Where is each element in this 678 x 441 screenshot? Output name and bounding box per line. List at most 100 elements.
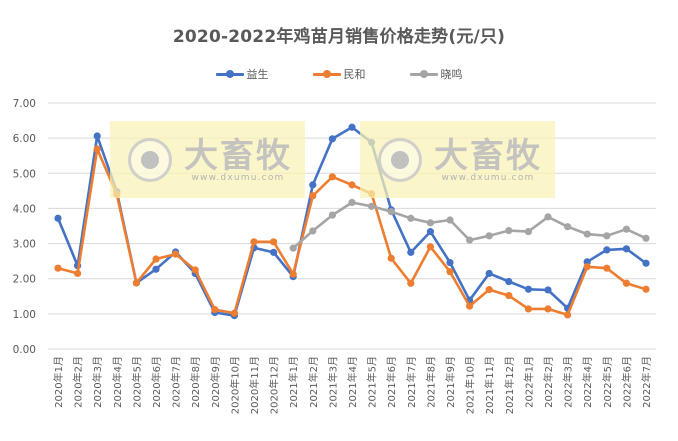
data-point-marker[interactable]: [524, 285, 533, 293]
data-point-marker[interactable]: [583, 230, 591, 238]
data-point-marker[interactable]: [446, 268, 454, 276]
data-point-marker[interactable]: [407, 248, 415, 256]
data-point-marker[interactable]: [426, 228, 434, 236]
data-point-marker[interactable]: [93, 132, 101, 140]
data-point-marker[interactable]: [524, 228, 533, 236]
data-point-marker[interactable]: [485, 232, 493, 240]
x-tick-label: 2020年1月: [52, 356, 65, 408]
data-point-marker[interactable]: [387, 254, 395, 262]
data-point-marker[interactable]: [309, 181, 317, 189]
legend-item-xiaoming[interactable]: 晓鸣: [409, 66, 463, 82]
data-point-marker[interactable]: [289, 270, 297, 278]
data-point-marker[interactable]: [387, 207, 395, 216]
data-point-marker[interactable]: [524, 305, 533, 313]
data-point-marker[interactable]: [466, 302, 474, 310]
data-point-marker[interactable]: [446, 216, 454, 224]
data-point-marker[interactable]: [426, 219, 434, 227]
data-point-marker[interactable]: [348, 181, 356, 189]
data-point-marker[interactable]: [544, 286, 552, 294]
data-point-marker[interactable]: [466, 236, 474, 244]
data-point-marker[interactable]: [191, 266, 199, 274]
x-tick-label: 2022年1月: [522, 356, 535, 408]
data-point-marker[interactable]: [622, 279, 631, 287]
data-point-marker[interactable]: [485, 269, 493, 278]
x-tick-label: 2021年3月: [326, 356, 339, 408]
data-point-marker[interactable]: [544, 213, 552, 221]
data-point-marker[interactable]: [642, 234, 650, 242]
data-point-marker[interactable]: [426, 243, 434, 251]
series-民和: [54, 145, 650, 319]
data-point-marker[interactable]: [74, 269, 82, 278]
x-tick-label: 2022年2月: [542, 356, 555, 408]
data-point-marker[interactable]: [270, 248, 278, 256]
data-point-marker[interactable]: [250, 238, 258, 246]
data-point-marker[interactable]: [270, 238, 278, 246]
data-point-marker[interactable]: [642, 259, 650, 267]
data-point-marker[interactable]: [368, 138, 376, 146]
data-point-marker[interactable]: [505, 277, 513, 286]
data-point-marker[interactable]: [328, 173, 336, 181]
data-point-marker[interactable]: [328, 135, 336, 143]
x-axis: 2020年1月 2020年2月 2020年3月 2020年4月 2020年5月 2020年…: [52, 356, 653, 414]
data-point-marker[interactable]: [289, 244, 297, 252]
data-point-marker[interactable]: [309, 192, 317, 200]
series-益生: [54, 123, 650, 320]
data-point-marker[interactable]: [622, 225, 631, 233]
y-tick-label: 7.00: [13, 98, 36, 110]
y-axis: 0.00 1.00 2.00 3.00 4.00 5.00 6.00 7.00: [13, 98, 36, 356]
series-晓鸣: [289, 198, 650, 252]
data-point-marker[interactable]: [132, 279, 140, 287]
legend-item-minhe[interactable]: 民和: [312, 66, 366, 82]
data-point-marker[interactable]: [583, 258, 591, 266]
y-tick-label: 4.00: [13, 203, 36, 215]
data-point-marker[interactable]: [564, 223, 572, 231]
data-point-marker[interactable]: [54, 214, 62, 222]
data-point-marker[interactable]: [603, 232, 611, 240]
data-point-marker[interactable]: [407, 214, 415, 222]
data-point-marker[interactable]: [622, 245, 631, 253]
x-tick-label: 2021年9月: [444, 356, 457, 408]
data-point-marker[interactable]: [368, 190, 376, 198]
data-point-marker[interactable]: [348, 123, 356, 131]
x-tick-label: 2020年10月: [228, 356, 241, 414]
data-point-marker[interactable]: [603, 246, 611, 254]
x-tick-label: 2022年3月: [562, 356, 575, 408]
data-point-marker[interactable]: [152, 255, 160, 263]
data-point-marker[interactable]: [230, 309, 238, 317]
x-tick-label: 2021年4月: [346, 356, 359, 408]
legend: 益生 民和 晓鸣: [0, 66, 678, 82]
y-tick-label: 5.00: [13, 168, 36, 180]
data-point-marker[interactable]: [152, 265, 160, 273]
data-point-marker[interactable]: [93, 145, 101, 153]
legend-label: 晓鸣: [440, 68, 463, 81]
data-point-marker[interactable]: [407, 279, 415, 287]
data-point-marker[interactable]: [583, 263, 591, 271]
data-point-marker[interactable]: [211, 306, 219, 314]
data-point-marker[interactable]: [642, 285, 650, 293]
x-tick-label: 2022年5月: [601, 356, 614, 408]
data-point-marker[interactable]: [446, 258, 454, 267]
data-point-marker[interactable]: [564, 311, 572, 319]
data-point-marker[interactable]: [113, 190, 121, 198]
data-point-marker[interactable]: [348, 198, 356, 207]
x-tick-label: 2020年11月: [248, 356, 261, 414]
x-tick-label: 2021年10月: [464, 356, 477, 414]
data-point-marker[interactable]: [603, 264, 611, 272]
series-line: [57, 147, 647, 317]
data-point-marker[interactable]: [309, 227, 317, 235]
data-point-marker[interactable]: [485, 286, 493, 294]
x-tick-label: 2020年5月: [130, 356, 143, 408]
data-point-marker[interactable]: [505, 226, 513, 235]
x-tick-label: 2022年4月: [581, 356, 594, 408]
x-tick-label: 2020年12月: [268, 356, 281, 414]
x-tick-label: 2021年5月: [366, 356, 379, 408]
data-point-marker[interactable]: [368, 202, 376, 210]
x-tick-label: 2022年7月: [640, 356, 653, 408]
data-point-marker[interactable]: [328, 211, 336, 219]
legend-item-yisheng[interactable]: 益生: [215, 66, 269, 82]
data-point-marker[interactable]: [54, 264, 62, 272]
data-point-marker[interactable]: [172, 250, 180, 258]
x-tick-label: 2020年2月: [72, 356, 85, 408]
data-point-marker[interactable]: [505, 291, 513, 300]
data-point-marker[interactable]: [544, 305, 552, 313]
